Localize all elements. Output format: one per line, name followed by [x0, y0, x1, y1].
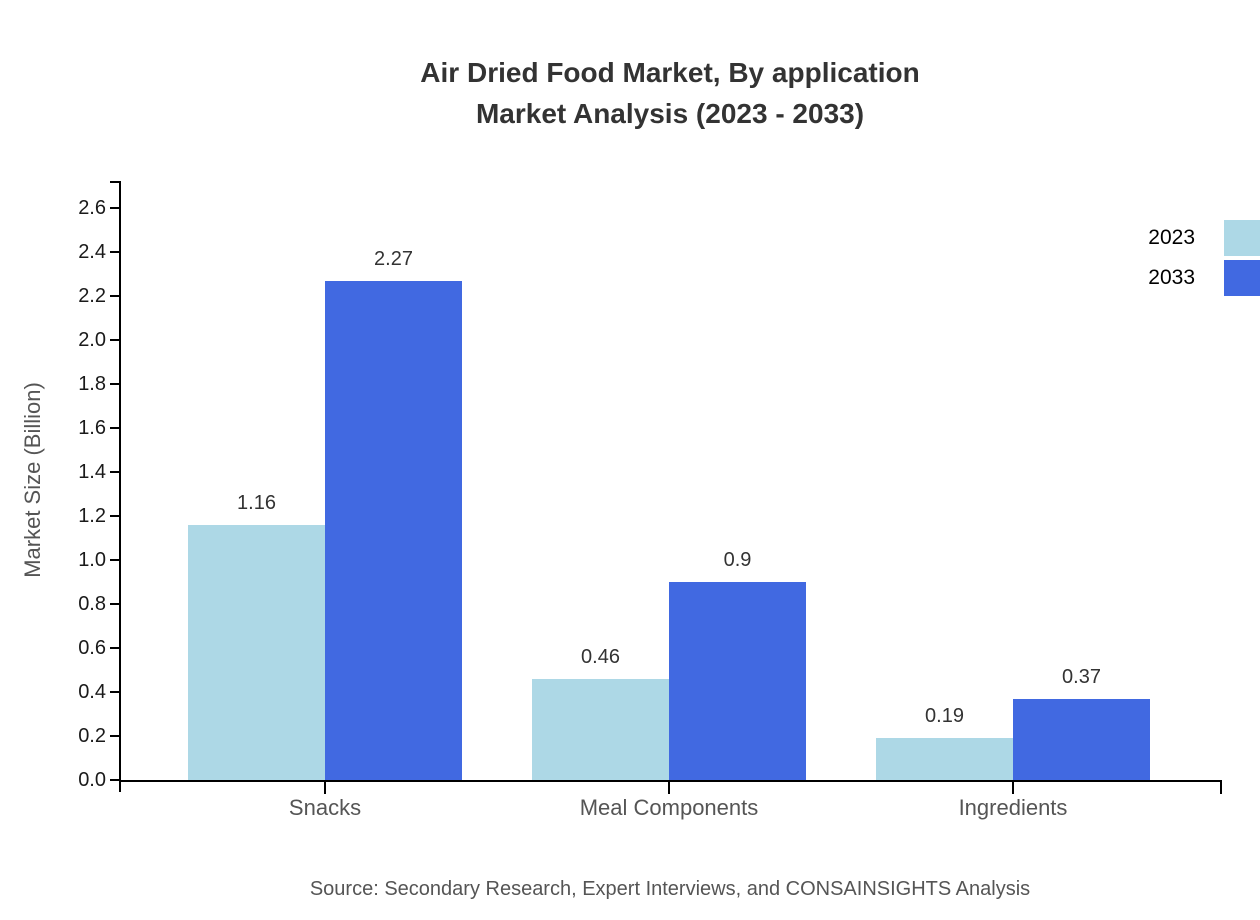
bar-2023-snacks: [188, 525, 325, 780]
x-axis-tick: [668, 782, 670, 794]
value-label: 0.37: [1062, 666, 1101, 688]
x-axis-line: [119, 780, 1222, 782]
value-label: 1.16: [237, 492, 276, 514]
y-axis-tick: [110, 383, 119, 385]
y-axis-end-tick: [110, 181, 119, 183]
y-axis-tick-label: 0.2: [78, 725, 106, 747]
value-label: 0.19: [925, 705, 964, 727]
value-label: 0.9: [723, 549, 752, 571]
legend-label-2023: 2023: [1148, 226, 1195, 249]
chart-title: Air Dried Food Market, By application Ma…: [80, 52, 1260, 134]
bar-2033-snacks: [325, 281, 462, 780]
y-axis-tick: [110, 251, 119, 253]
y-axis-tick-label: 1.8: [78, 373, 106, 395]
bar-2033-meal-components: [669, 582, 806, 780]
y-axis-tick: [110, 779, 119, 781]
y-axis-tick-label: 2.0: [78, 329, 106, 351]
value-label: 0.46: [581, 646, 620, 668]
x-axis-tick: [324, 782, 326, 794]
source-note: Source: Secondary Research, Expert Inter…: [309, 878, 1031, 900]
y-axis-tick-label: 0.0: [78, 769, 106, 791]
y-axis-line: [119, 181, 121, 792]
y-axis-tick: [110, 471, 119, 473]
value-label: 2.27: [374, 248, 413, 270]
category-label: Ingredients: [958, 795, 1068, 820]
chart-title-line2: Market Analysis (2023 - 2033): [475, 98, 865, 129]
legend-label-2033: 2033: [1148, 266, 1195, 289]
y-axis-tick: [110, 691, 119, 693]
y-axis-tick-label: 2.4: [78, 241, 106, 263]
category-label: Snacks: [288, 795, 362, 820]
y-axis-tick-label: 0.8: [78, 593, 106, 615]
y-axis-tick: [110, 427, 119, 429]
y-axis-tick-label: 0.4: [78, 681, 106, 703]
bar-2023-meal-components: [532, 679, 669, 780]
y-axis-tick: [110, 295, 119, 297]
y-axis-tick-label: 2.2: [78, 285, 106, 307]
y-axis-tick-label: 1.0: [78, 549, 106, 571]
bar-2033-ingredients: [1013, 699, 1150, 780]
y-axis-tick: [110, 647, 119, 649]
y-axis-tick-label: 1.6: [78, 417, 106, 439]
y-axis-tick: [110, 515, 119, 517]
y-axis-tick-label: 2.6: [78, 197, 106, 219]
legend-swatch-2023: [1224, 220, 1260, 256]
y-axis-tick: [110, 735, 119, 737]
x-axis-end-tick: [1220, 782, 1222, 794]
legend-swatch-2033: [1224, 260, 1260, 296]
y-axis-tick: [110, 339, 119, 341]
y-axis-tick-label: 0.6: [78, 637, 106, 659]
category-label: Meal Components: [579, 795, 759, 820]
y-axis-tick: [110, 207, 119, 209]
y-axis-tick-label: 1.2: [78, 505, 106, 527]
bar-2023-ingredients: [876, 738, 1013, 780]
chart-title-line1: Air Dried Food Market, By application: [420, 57, 920, 88]
y-axis-tick: [110, 559, 119, 561]
x-axis-tick: [1012, 782, 1014, 794]
y-axis-tick: [110, 603, 119, 605]
y-axis-tick-label: 1.4: [78, 461, 106, 483]
